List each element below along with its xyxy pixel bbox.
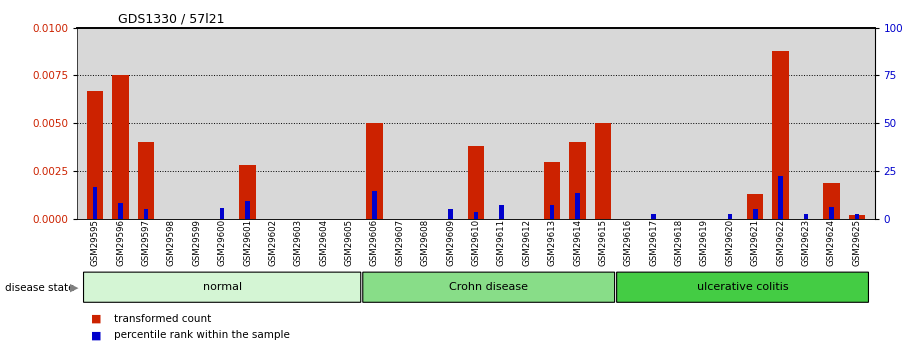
Text: GSM29596: GSM29596 bbox=[116, 219, 125, 266]
Bar bbox=[651, 214, 656, 219]
Text: GSM29601: GSM29601 bbox=[243, 219, 252, 266]
Text: GSM29602: GSM29602 bbox=[269, 219, 278, 266]
Text: disease state: disease state bbox=[5, 283, 74, 293]
Bar bbox=[93, 187, 97, 219]
Text: ▶: ▶ bbox=[70, 283, 78, 293]
Text: ulcerative colitis: ulcerative colitis bbox=[697, 282, 788, 292]
Text: GSM29618: GSM29618 bbox=[674, 219, 683, 266]
Text: GSM29611: GSM29611 bbox=[496, 219, 506, 266]
Text: GSM29622: GSM29622 bbox=[776, 219, 785, 266]
Text: normal: normal bbox=[202, 282, 241, 292]
Text: GSM29603: GSM29603 bbox=[293, 219, 302, 266]
Text: GSM29621: GSM29621 bbox=[751, 219, 760, 266]
Text: GSM29624: GSM29624 bbox=[827, 219, 836, 266]
Text: GSM29616: GSM29616 bbox=[624, 219, 633, 266]
Bar bbox=[220, 208, 224, 219]
FancyBboxPatch shape bbox=[363, 272, 615, 302]
Text: GSM29595: GSM29595 bbox=[91, 219, 99, 266]
Text: GSM29625: GSM29625 bbox=[853, 219, 861, 266]
Text: GSM29608: GSM29608 bbox=[421, 219, 430, 266]
Bar bbox=[550, 205, 555, 219]
Bar bbox=[112, 76, 128, 219]
Bar bbox=[747, 194, 763, 219]
Bar bbox=[240, 166, 256, 219]
Text: ■: ■ bbox=[91, 314, 102, 324]
Text: GSM29599: GSM29599 bbox=[192, 219, 201, 266]
Bar bbox=[87, 91, 104, 219]
Bar bbox=[467, 146, 485, 219]
Text: GSM29609: GSM29609 bbox=[446, 219, 456, 266]
Text: GSM29623: GSM29623 bbox=[802, 219, 811, 266]
Bar bbox=[824, 183, 840, 219]
Bar bbox=[569, 142, 586, 219]
Bar bbox=[595, 123, 611, 219]
Text: GSM29607: GSM29607 bbox=[395, 219, 404, 266]
Text: Crohn disease: Crohn disease bbox=[449, 282, 528, 292]
Text: ■: ■ bbox=[91, 331, 102, 340]
Bar bbox=[138, 142, 154, 219]
Bar bbox=[144, 208, 148, 219]
Bar bbox=[373, 191, 377, 219]
Text: GDS1330 / 57l21: GDS1330 / 57l21 bbox=[118, 12, 225, 25]
Text: GSM29606: GSM29606 bbox=[370, 219, 379, 266]
Text: transformed count: transformed count bbox=[114, 314, 211, 324]
Text: GSM29610: GSM29610 bbox=[472, 219, 480, 266]
Bar bbox=[118, 203, 123, 219]
Text: GSM29615: GSM29615 bbox=[599, 219, 608, 266]
Bar bbox=[773, 51, 789, 219]
Bar bbox=[499, 205, 504, 219]
Bar bbox=[474, 213, 478, 219]
Bar bbox=[448, 208, 453, 219]
Bar bbox=[848, 215, 865, 219]
Text: GSM29614: GSM29614 bbox=[573, 219, 582, 266]
Text: GSM29598: GSM29598 bbox=[167, 219, 176, 266]
Text: percentile rank within the sample: percentile rank within the sample bbox=[114, 331, 290, 340]
Bar bbox=[804, 214, 808, 219]
Text: GSM29620: GSM29620 bbox=[725, 219, 734, 266]
Bar bbox=[245, 201, 250, 219]
Bar bbox=[829, 207, 834, 219]
Bar bbox=[575, 193, 579, 219]
Text: GSM29597: GSM29597 bbox=[141, 219, 150, 266]
Bar bbox=[366, 123, 383, 219]
FancyBboxPatch shape bbox=[84, 272, 361, 302]
FancyBboxPatch shape bbox=[617, 272, 868, 302]
Bar bbox=[855, 214, 859, 219]
Text: GSM29619: GSM29619 bbox=[700, 219, 709, 266]
Text: GSM29613: GSM29613 bbox=[548, 219, 557, 266]
Bar bbox=[753, 208, 758, 219]
Text: GSM29617: GSM29617 bbox=[650, 219, 659, 266]
Bar bbox=[778, 176, 783, 219]
Bar bbox=[544, 161, 560, 219]
Text: GSM29605: GSM29605 bbox=[344, 219, 353, 266]
Bar bbox=[728, 214, 732, 219]
Text: GSM29600: GSM29600 bbox=[218, 219, 227, 266]
Text: GSM29612: GSM29612 bbox=[522, 219, 531, 266]
Text: GSM29604: GSM29604 bbox=[319, 219, 328, 266]
